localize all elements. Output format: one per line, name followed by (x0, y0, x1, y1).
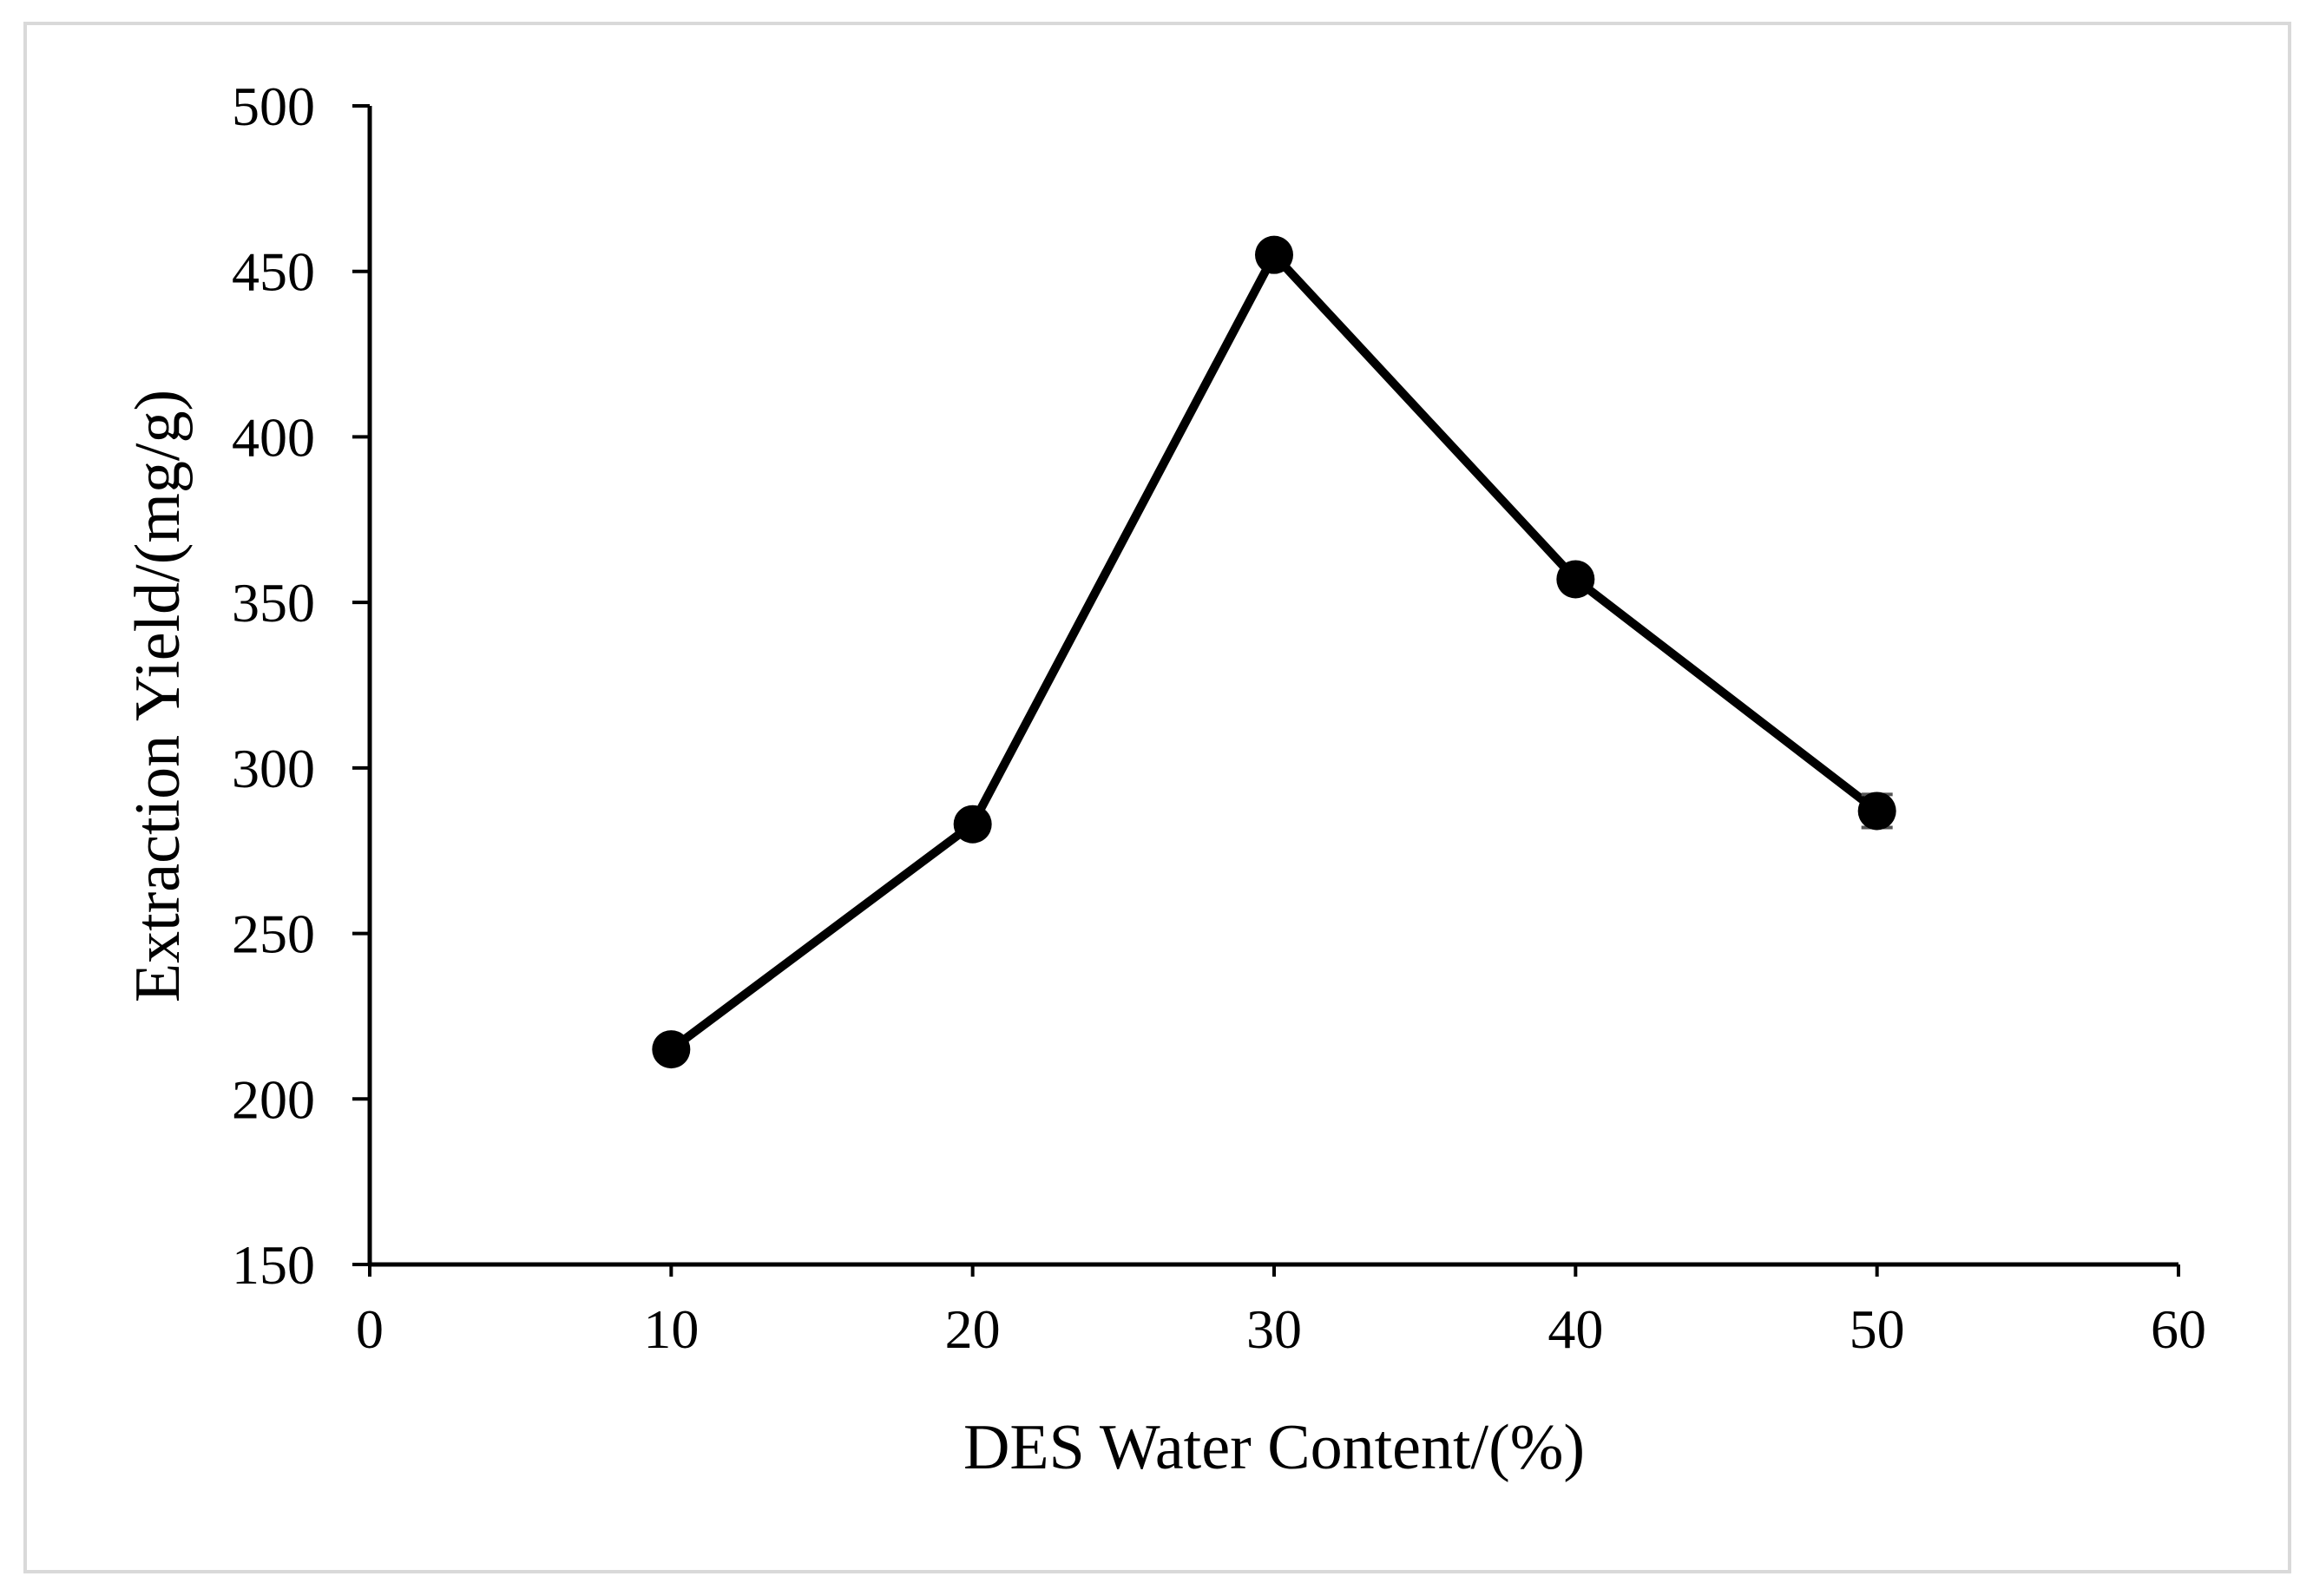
y-tick-label: 500 (232, 76, 315, 137)
x-tick-label: 0 (356, 1298, 384, 1360)
data-point (1857, 791, 1896, 831)
data-point (1255, 235, 1293, 274)
x-axis-title: DES Water Content/(%) (963, 1412, 1585, 1483)
x-tick-label: 60 (2151, 1298, 2206, 1360)
y-tick-label: 350 (232, 572, 315, 634)
series-layer (652, 235, 1896, 1069)
data-point (652, 1030, 691, 1069)
data-point (1556, 560, 1595, 599)
y-axis-title: Extraction Yield/(mg/g) (122, 390, 194, 1002)
x-tick-label: 20 (945, 1298, 1001, 1360)
chart-frame (23, 22, 2291, 1573)
y-tick-label: 250 (232, 903, 315, 965)
y-tick-label: 200 (232, 1068, 315, 1130)
x-tick-label: 10 (643, 1298, 699, 1360)
y-tick-label: 300 (232, 738, 315, 799)
data-point (953, 805, 992, 844)
x-tick-label: 40 (1547, 1298, 1603, 1360)
y-tick-label: 400 (232, 406, 315, 468)
y-tick-label: 450 (232, 241, 315, 303)
x-tick-label: 50 (1850, 1298, 1905, 1360)
x-tick-label: 30 (1246, 1298, 1302, 1360)
x-axis-ticks: 0 10 20 30 40 50 60 (356, 1264, 2206, 1360)
y-axis-ticks: 150 200 250 300 350 400 450 500 (232, 76, 370, 1296)
y-tick-label: 150 (232, 1234, 315, 1296)
